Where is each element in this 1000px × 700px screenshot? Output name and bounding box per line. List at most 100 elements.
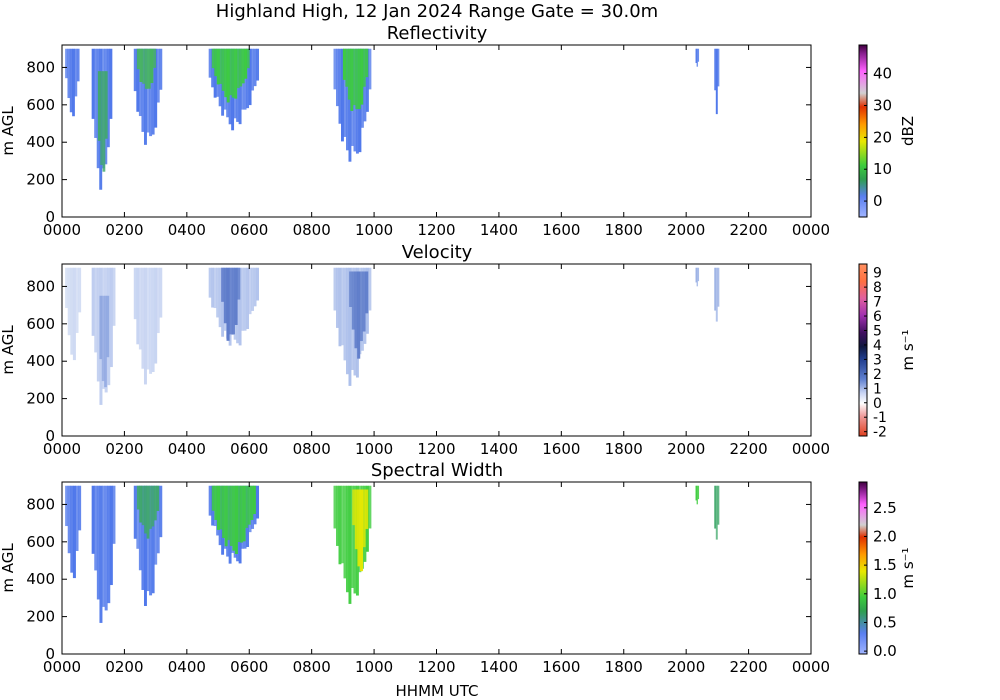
echo-strip — [159, 267, 163, 318]
colorbar-tick-label: 0 — [873, 192, 883, 210]
y-tick-label: 0 — [45, 208, 55, 226]
echo-strip — [256, 267, 260, 301]
colorbar-tick-label: -1 — [873, 410, 887, 426]
echo-strip — [246, 48, 250, 69]
echo-strip — [357, 48, 361, 110]
echo-strip — [715, 267, 718, 322]
echo-strip — [252, 485, 256, 515]
y-tick-label: 800 — [26, 495, 55, 513]
echo-strip — [136, 48, 140, 112]
y-axis-label: m AGL — [0, 543, 17, 593]
echo-strip — [142, 48, 146, 84]
echo-strip — [221, 48, 225, 91]
x-tick-label: 0000 — [792, 440, 830, 458]
echo-strip — [345, 48, 349, 87]
echo-strip — [143, 48, 147, 145]
echo-strip — [150, 48, 154, 84]
echo-strip — [149, 485, 152, 529]
echo-strip — [154, 485, 158, 565]
x-tick-label: 1200 — [417, 658, 455, 676]
echo-strip — [240, 485, 244, 543]
echo-strip — [365, 48, 369, 78]
colorbar — [858, 44, 868, 218]
echo-strip — [141, 48, 145, 132]
echo-strip — [94, 48, 98, 138]
echo-strip — [74, 48, 78, 97]
x-tick-label: 2000 — [667, 658, 705, 676]
x-tick-label: 1800 — [605, 440, 643, 458]
echo-strip — [219, 48, 223, 84]
echo-strip — [99, 485, 103, 623]
echo-strip — [107, 485, 111, 604]
echo-strip — [697, 48, 700, 62]
echo-strip — [253, 48, 257, 87]
echo-strip — [248, 267, 252, 315]
echo-strip — [237, 267, 241, 300]
x-tick-label: 1200 — [417, 440, 455, 458]
echo-strip — [91, 485, 95, 554]
colorbar-tick-label: 1 — [873, 381, 882, 397]
colorbar-tick-label: 0 — [873, 396, 882, 412]
echo-layer — [65, 48, 720, 190]
x-tick-label: 1200 — [417, 221, 455, 239]
echo-strip — [213, 267, 217, 309]
echo-strip — [239, 48, 243, 87]
echo-strip — [341, 48, 344, 142]
echo-strip — [144, 485, 148, 534]
colorbar-tick-label: 40 — [873, 65, 892, 83]
echo-strip — [216, 48, 220, 85]
x-tick-label: 1600 — [542, 658, 580, 676]
echo-strip — [94, 267, 98, 353]
x-tick-label: 1800 — [605, 221, 643, 239]
echo-strip — [333, 267, 337, 311]
echo-strip — [159, 48, 163, 90]
colorbar-tick-label: 3 — [873, 352, 882, 368]
echo-strip — [348, 48, 352, 162]
echo-strip — [336, 48, 339, 107]
y-tick-label: 600 — [26, 315, 55, 333]
echo-strip — [696, 485, 699, 505]
echo-strip — [226, 267, 230, 341]
x-tick-label: 0400 — [168, 658, 206, 676]
echo-strip — [151, 267, 155, 372]
echo-strip — [365, 489, 369, 529]
echo-strip — [715, 485, 718, 540]
x-tick-label: 1000 — [355, 440, 393, 458]
echo-strip — [241, 48, 245, 84]
y-tick-label: 200 — [26, 171, 55, 189]
echo-strip — [109, 485, 113, 586]
echo-strip — [75, 267, 79, 333]
echo-strip — [221, 267, 225, 337]
echo-strip — [96, 267, 100, 382]
colorbar-tick-label: 9 — [873, 266, 882, 282]
echo-strip — [717, 267, 720, 307]
colorbar-tick-label: 5 — [873, 323, 882, 339]
echo-strip — [256, 485, 260, 519]
echo-layer — [65, 485, 720, 623]
colorbar — [858, 263, 868, 437]
echo-strip — [246, 267, 250, 329]
echo-strip — [112, 485, 116, 544]
echo-strip — [226, 48, 230, 103]
echo-strip — [333, 485, 337, 529]
echo-strip — [236, 48, 240, 89]
echo-strip — [141, 485, 145, 526]
echo-strip — [133, 267, 137, 320]
echo-strip — [72, 267, 76, 361]
echo-strip — [351, 271, 355, 330]
x-tick-label: 0800 — [293, 658, 331, 676]
y-axis-label: m AGL — [0, 325, 17, 375]
echo-strip — [147, 48, 151, 89]
echo-strip — [216, 485, 220, 530]
echo-strip — [365, 271, 369, 314]
y-tick-label: 600 — [26, 96, 55, 114]
echo-strip — [697, 485, 700, 500]
echo-strip — [153, 485, 157, 521]
y-tick-label: 200 — [26, 608, 55, 626]
y-tick-label: 400 — [26, 352, 55, 370]
echo-strip — [350, 48, 354, 111]
echo-strip — [214, 48, 218, 77]
echo-strip — [247, 485, 251, 525]
echo-strip — [65, 48, 68, 79]
